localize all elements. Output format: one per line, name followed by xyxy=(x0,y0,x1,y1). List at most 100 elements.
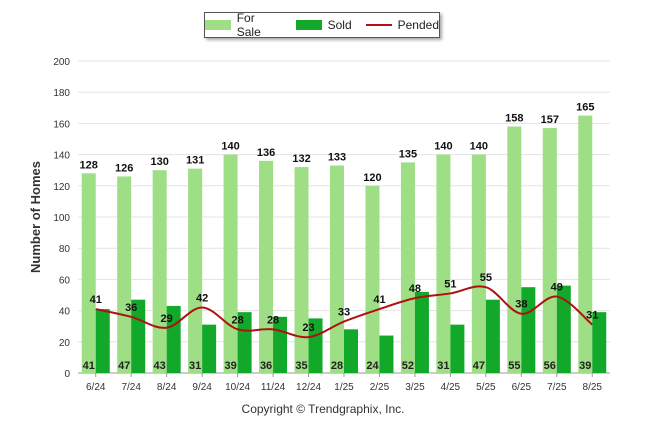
x-tick-label: 8/24 xyxy=(157,382,177,393)
bar-for-sale xyxy=(294,167,309,373)
data-label-pended: 41 xyxy=(373,294,385,306)
bar-sold xyxy=(556,285,571,373)
bar-sold xyxy=(379,335,394,373)
data-label-for-sale: 136 xyxy=(257,147,275,159)
data-label-pended: 36 xyxy=(125,302,137,314)
data-label-for-sale: 140 xyxy=(434,141,452,153)
x-tick-label: 4/25 xyxy=(441,382,461,393)
legend-swatch-sold xyxy=(295,20,322,30)
legend-swatch-pended xyxy=(365,24,392,26)
data-label-for-sale: 132 xyxy=(292,153,310,165)
bar-for-sale xyxy=(542,128,557,373)
pended-line xyxy=(95,285,593,339)
data-label-for-sale: 126 xyxy=(115,162,133,174)
bar-for-sale xyxy=(471,154,486,373)
data-label-for-sale: 128 xyxy=(80,159,98,171)
data-label-for-sale: 157 xyxy=(541,114,559,126)
bar-for-sale xyxy=(507,126,522,374)
legend-label-for-sale: For Sale xyxy=(236,11,261,39)
data-label-sold: 24 xyxy=(366,360,379,372)
x-tick-label: 7/25 xyxy=(547,382,567,393)
y-tick-label: 120 xyxy=(53,182,70,193)
x-tick-label: 6/24 xyxy=(86,382,106,393)
data-label-for-sale: 165 xyxy=(576,102,594,114)
bar-for-sale xyxy=(259,160,274,373)
legend-label-sold: Sold xyxy=(327,18,352,32)
data-label-pended: 28 xyxy=(231,314,243,326)
bar-sold xyxy=(521,287,536,373)
x-tick-label: 12/24 xyxy=(296,382,321,393)
bar-for-sale xyxy=(188,168,203,373)
y-axis-title: Number of Homes xyxy=(28,161,43,273)
data-label-pended: 42 xyxy=(196,292,208,304)
x-tick-label: 10/24 xyxy=(225,382,250,393)
y-tick-label: 200 xyxy=(53,57,70,68)
data-label-sold: 47 xyxy=(118,360,130,372)
y-tick-label: 180 xyxy=(53,88,70,99)
data-label-sold: 41 xyxy=(83,360,95,372)
bar-sold xyxy=(414,291,429,373)
data-label-sold: 52 xyxy=(402,360,414,372)
y-tick-label: 160 xyxy=(53,119,70,130)
x-tick-label: 11/24 xyxy=(261,382,286,393)
bar-sold xyxy=(592,312,607,373)
bar-for-sale xyxy=(117,176,132,373)
data-label-sold: 43 xyxy=(154,360,166,372)
y-tick-label: 140 xyxy=(53,151,70,162)
data-label-for-sale: 140 xyxy=(470,141,488,153)
legend-item-sold[interactable]: Sold xyxy=(295,18,352,32)
bar-sold xyxy=(450,324,465,373)
bar-for-sale xyxy=(436,154,451,373)
legend-item-for-sale[interactable]: For Sale xyxy=(205,11,282,39)
bar-sold xyxy=(344,329,358,373)
data-label-pended: 28 xyxy=(267,314,279,326)
data-label-pended: 48 xyxy=(409,283,421,295)
data-label-sold: 36 xyxy=(260,360,272,372)
bar-sold xyxy=(95,309,110,373)
bar-for-sale xyxy=(152,170,167,373)
x-tick-label: 2/25 xyxy=(370,382,390,393)
data-label-pended: 23 xyxy=(302,322,314,334)
bar-for-sale xyxy=(81,173,96,373)
x-tick-label: 7/24 xyxy=(121,382,141,393)
y-tick-label: 20 xyxy=(59,338,71,349)
data-label-for-sale: 130 xyxy=(150,156,168,168)
data-label-pended: 31 xyxy=(586,310,598,322)
bar-sold xyxy=(485,299,500,373)
x-tick-label: 3/25 xyxy=(405,382,425,393)
data-label-sold: 31 xyxy=(437,360,449,372)
data-label-pended: 29 xyxy=(161,313,173,325)
bar-for-sale xyxy=(330,165,344,373)
x-tick-label: 9/24 xyxy=(192,382,212,393)
data-label-sold: 31 xyxy=(189,360,201,372)
y-tick-label: 40 xyxy=(59,307,71,318)
data-label-for-sale: 140 xyxy=(221,141,239,153)
data-label-pended: 38 xyxy=(515,299,527,311)
data-label-for-sale: 133 xyxy=(328,152,346,164)
x-tick-label: 1/25 xyxy=(334,382,354,393)
x-tick-label: 8/25 xyxy=(583,382,603,393)
bar-for-sale xyxy=(578,115,593,373)
data-label-sold: 47 xyxy=(473,360,485,372)
data-label-for-sale: 131 xyxy=(186,155,204,167)
legend-swatch-for-sale xyxy=(205,20,231,30)
y-tick-label: 0 xyxy=(64,369,70,380)
y-tick-label: 80 xyxy=(59,244,71,255)
data-label-sold: 39 xyxy=(224,360,236,372)
y-tick-label: 100 xyxy=(53,213,70,224)
data-label-for-sale: 135 xyxy=(399,148,417,160)
data-label-sold: 39 xyxy=(579,360,591,372)
legend-item-pended[interactable]: Pended xyxy=(365,18,439,32)
x-tick-label: 6/25 xyxy=(512,382,532,393)
bar-sold xyxy=(202,324,217,373)
bar-sold xyxy=(237,312,252,373)
data-label-pended: 49 xyxy=(551,282,563,294)
data-label-sold: 55 xyxy=(508,360,520,372)
y-tick-label: 60 xyxy=(59,275,71,286)
data-label-sold: 35 xyxy=(295,360,307,372)
data-label-for-sale: 120 xyxy=(363,172,381,184)
bar-for-sale xyxy=(400,162,415,373)
data-label-for-sale: 158 xyxy=(505,113,523,125)
bar-for-sale xyxy=(365,185,380,373)
